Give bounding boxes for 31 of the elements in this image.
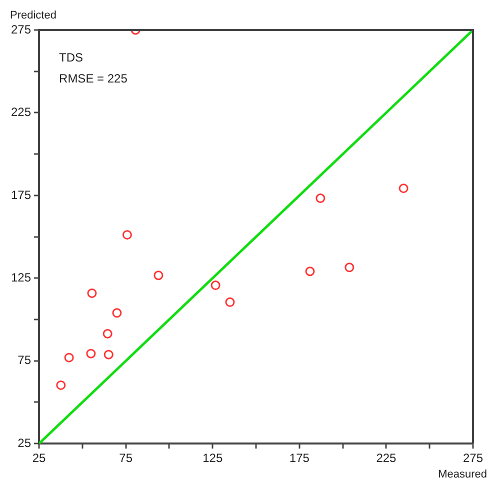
point [87,288,97,298]
y-tick-label: 225 [10,105,32,120]
point [316,194,326,204]
x-tick-label: 125 [202,451,223,466]
x-tick-label: 225 [376,451,397,466]
point [122,230,132,240]
y-tick-label: 275 [10,22,32,36]
y-tick-label: 175 [10,188,32,202]
x-axis-title: Measured [438,468,487,481]
point [210,280,220,290]
point [56,380,66,390]
point [154,270,164,280]
annotation: TDS [59,50,84,64]
point [225,297,235,307]
point [104,350,114,360]
y-tick-label: 125 [10,270,32,284]
x-tick-label: 175 [289,451,310,466]
point [102,329,112,338]
point [305,266,315,276]
x-tick-label: 25 [32,451,46,466]
point [398,184,408,194]
x-tick-label: 275 [462,451,484,466]
point [64,352,74,362]
y-tick-label: 75 [18,353,32,368]
annotation: RMSE = 225 [59,71,128,86]
y-tick-label: 25 [18,436,32,450]
y-axis-title: Predicted [10,10,56,22]
point [86,348,96,358]
point [344,262,354,272]
point [112,308,122,318]
x-tick-label: 75 [119,451,133,466]
